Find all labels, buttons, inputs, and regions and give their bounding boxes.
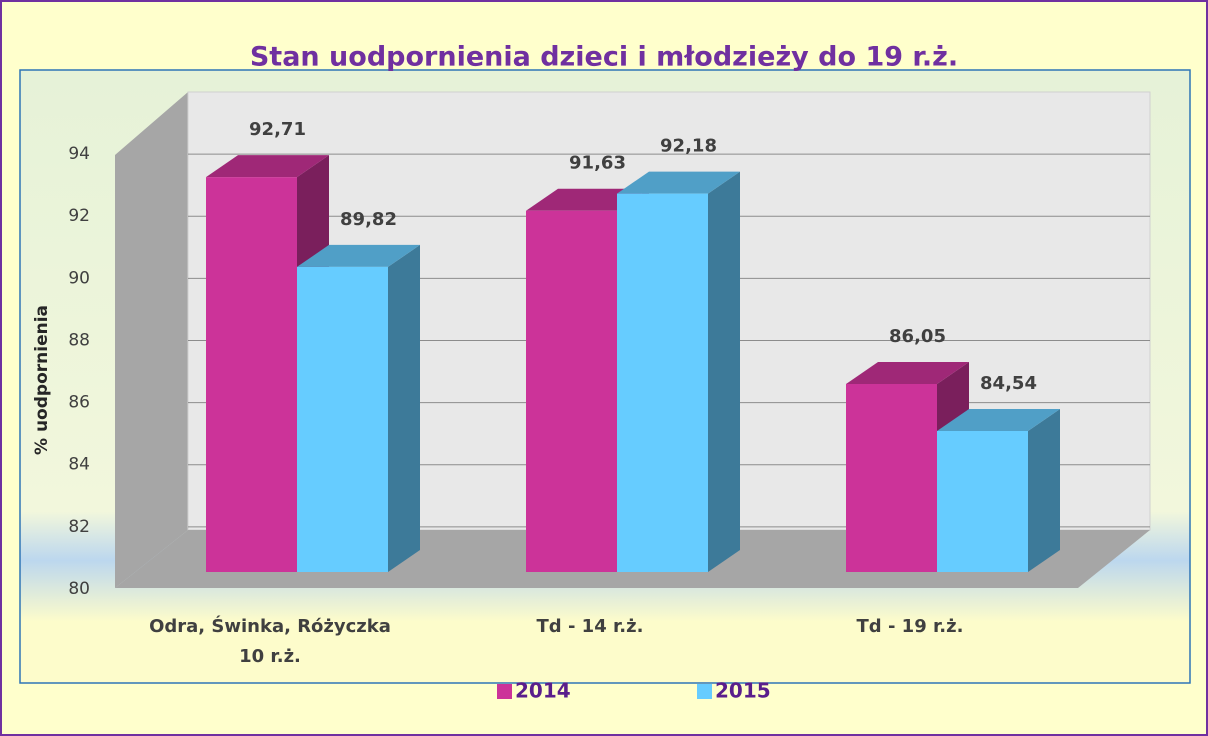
- bar-face: [297, 266, 388, 572]
- x-tick-label: Td - 14 r.ż.: [536, 616, 644, 637]
- bar-face: [297, 244, 420, 267]
- bar-face: [617, 193, 708, 572]
- bar-face: [206, 155, 329, 178]
- y-tick-label: 84: [68, 455, 90, 475]
- bar-face: [1028, 408, 1060, 572]
- legend-label: 2015: [715, 679, 771, 703]
- bar-face: [846, 384, 937, 572]
- legend-label: 2014: [515, 679, 571, 703]
- data-label: 92,18: [660, 136, 717, 157]
- x-tick-label: Odra, Świnka, Różyczka 10 r.ż.: [149, 616, 391, 667]
- bar-face: [617, 171, 740, 194]
- y-tick-label: 80: [68, 579, 90, 599]
- data-label: 92,71: [249, 119, 306, 140]
- bar-face: [388, 244, 420, 572]
- bar: [617, 171, 740, 572]
- bar-face: [206, 177, 297, 572]
- y-tick-label: 90: [68, 268, 90, 288]
- y-tick-label: 86: [68, 393, 90, 413]
- chart-title: Stan uodpornienia dzieci i młodzieży do …: [250, 42, 958, 73]
- bar: [297, 244, 420, 572]
- bar-face: [708, 171, 740, 572]
- data-label: 91,63: [569, 153, 626, 174]
- y-tick-label: 88: [68, 330, 90, 350]
- legend-swatch: [697, 684, 712, 699]
- side-wall: [115, 92, 188, 588]
- bar-face: [526, 210, 617, 572]
- y-axis-label: % uodpornienia: [32, 305, 52, 455]
- y-tick-label: 92: [68, 206, 90, 226]
- bar-face: [937, 430, 1028, 572]
- y-tick-label: 94: [68, 144, 90, 164]
- y-tick-label: 82: [68, 517, 90, 537]
- bar: [937, 408, 1060, 572]
- data-label: 84,54: [980, 373, 1037, 394]
- bar-face: [846, 362, 969, 385]
- bar-face: [937, 408, 1060, 431]
- data-label: 86,05: [889, 326, 946, 347]
- x-tick-label: Td - 19 r.ż.: [856, 616, 964, 637]
- legend-swatch: [497, 684, 512, 699]
- data-label: 89,82: [340, 209, 397, 230]
